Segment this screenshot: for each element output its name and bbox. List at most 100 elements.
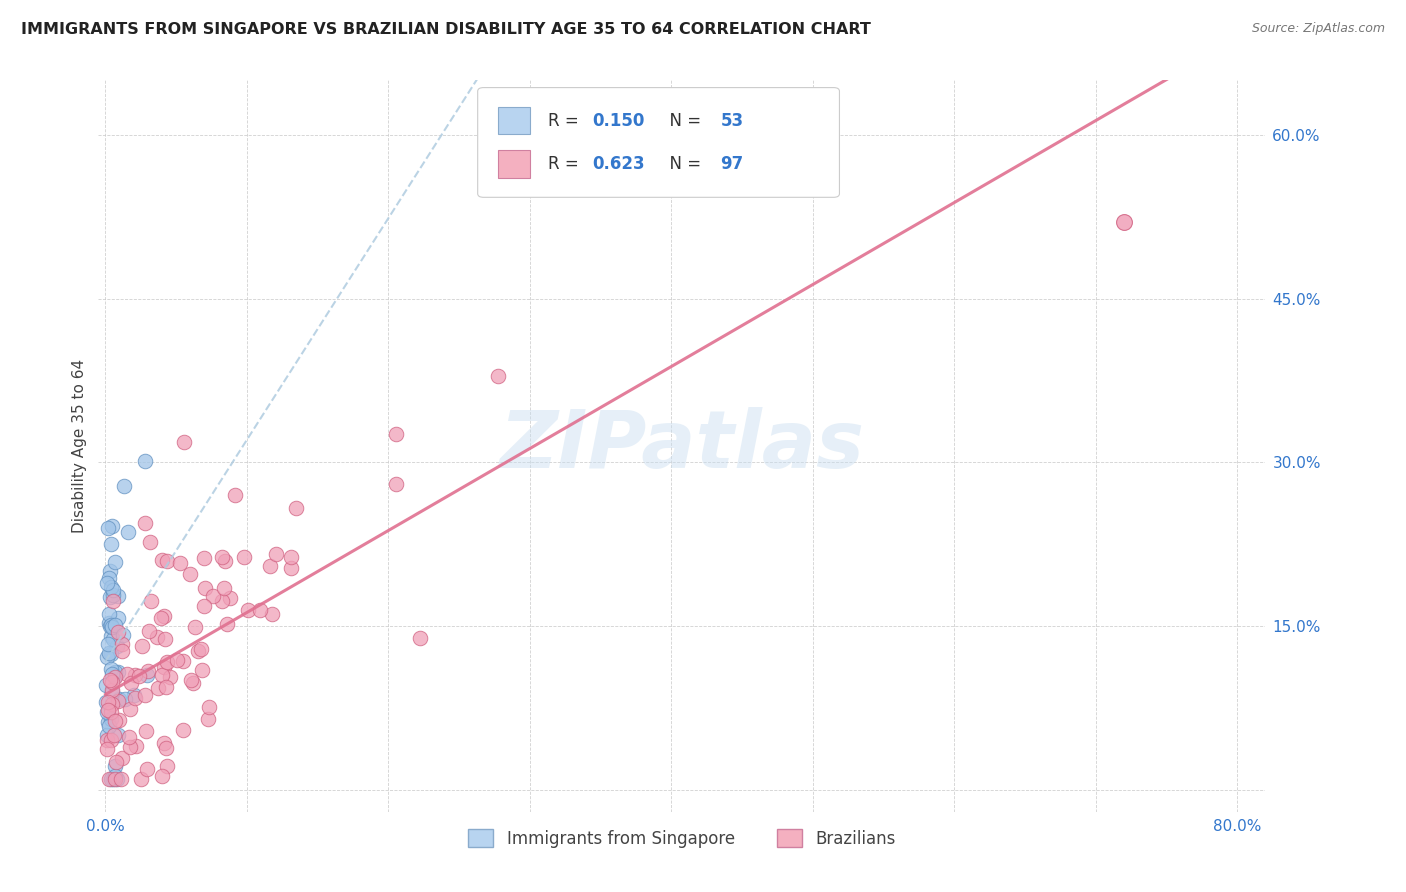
Point: [104, 665, 127, 679]
Point: [224, 487, 246, 501]
Point: [139, 594, 162, 608]
Point: [97, 637, 120, 651]
Point: [105, 755, 128, 769]
Point: [107, 589, 129, 603]
Point: [104, 759, 127, 773]
Point: [118, 702, 141, 716]
Point: [190, 642, 212, 657]
Point: [101, 583, 124, 598]
Point: [107, 625, 129, 640]
Point: [136, 665, 159, 679]
Point: [249, 603, 271, 617]
Point: [122, 689, 145, 703]
Text: 53: 53: [720, 112, 744, 129]
Point: [96, 695, 118, 709]
Y-axis label: Disability Age 35 to 64: Disability Age 35 to 64: [72, 359, 87, 533]
Point: [149, 610, 172, 624]
Point: [111, 750, 134, 764]
Point: [169, 556, 191, 570]
Point: [100, 674, 122, 689]
Point: [111, 627, 134, 641]
Point: [100, 580, 122, 594]
Point: [111, 637, 134, 651]
Point: [104, 714, 127, 728]
Point: [284, 500, 307, 515]
Point: [172, 654, 194, 668]
Point: [101, 632, 124, 647]
Point: [100, 629, 122, 643]
Point: [101, 666, 124, 681]
Point: [114, 692, 136, 706]
Point: [100, 673, 122, 688]
Point: [125, 739, 148, 754]
Point: [233, 549, 256, 564]
Point: [101, 620, 124, 634]
Point: [280, 561, 302, 575]
Point: [212, 582, 235, 596]
Point: [155, 741, 177, 756]
Point: [184, 620, 207, 634]
Point: [112, 479, 135, 493]
Point: [124, 691, 146, 706]
Point: [96, 576, 118, 591]
FancyBboxPatch shape: [498, 107, 530, 135]
Point: [134, 516, 156, 530]
Point: [100, 683, 122, 698]
Point: [135, 762, 157, 776]
Point: [111, 643, 134, 657]
Point: [100, 647, 122, 661]
Point: [1112, 215, 1135, 229]
Point: [134, 454, 156, 468]
Point: [97, 615, 120, 630]
Point: [96, 705, 118, 719]
Point: [138, 624, 160, 638]
Point: [201, 589, 224, 603]
Point: [159, 670, 181, 684]
Point: [128, 668, 150, 682]
Point: [135, 724, 157, 739]
Point: [134, 689, 156, 703]
Point: [117, 525, 139, 540]
Point: [110, 772, 132, 786]
Point: [107, 665, 129, 679]
Text: N =: N =: [658, 112, 706, 129]
Point: [156, 758, 179, 772]
Text: IMMIGRANTS FROM SINGAPORE VS BRAZILIAN DISABILITY AGE 35 TO 64 CORRELATION CHART: IMMIGRANTS FROM SINGAPORE VS BRAZILIAN D…: [21, 22, 870, 37]
Point: [262, 607, 284, 621]
Point: [100, 772, 122, 786]
Point: [173, 434, 195, 449]
Point: [97, 695, 120, 709]
Point: [105, 639, 128, 653]
Point: [181, 675, 204, 690]
Point: [150, 667, 173, 681]
Point: [280, 549, 302, 564]
Point: [101, 684, 124, 698]
Point: [131, 639, 153, 653]
Point: [100, 537, 122, 551]
Point: [179, 566, 201, 581]
Point: [98, 590, 121, 604]
Point: [96, 732, 118, 747]
Point: [101, 519, 124, 533]
Point: [107, 694, 129, 708]
Point: [136, 667, 159, 681]
FancyBboxPatch shape: [478, 87, 839, 197]
Point: [101, 697, 124, 711]
Text: 97: 97: [720, 155, 744, 173]
Point: [193, 581, 215, 595]
Point: [107, 611, 129, 625]
Point: [193, 599, 215, 614]
Point: [100, 705, 122, 719]
Point: [98, 571, 121, 585]
Point: [115, 666, 138, 681]
Point: [385, 476, 408, 491]
Point: [211, 550, 233, 565]
Point: [104, 669, 127, 683]
Point: [153, 608, 176, 623]
Point: [150, 769, 173, 783]
Point: [146, 630, 169, 644]
Point: [105, 772, 128, 786]
Point: [104, 670, 127, 684]
Point: [97, 703, 120, 717]
Point: [155, 554, 177, 568]
